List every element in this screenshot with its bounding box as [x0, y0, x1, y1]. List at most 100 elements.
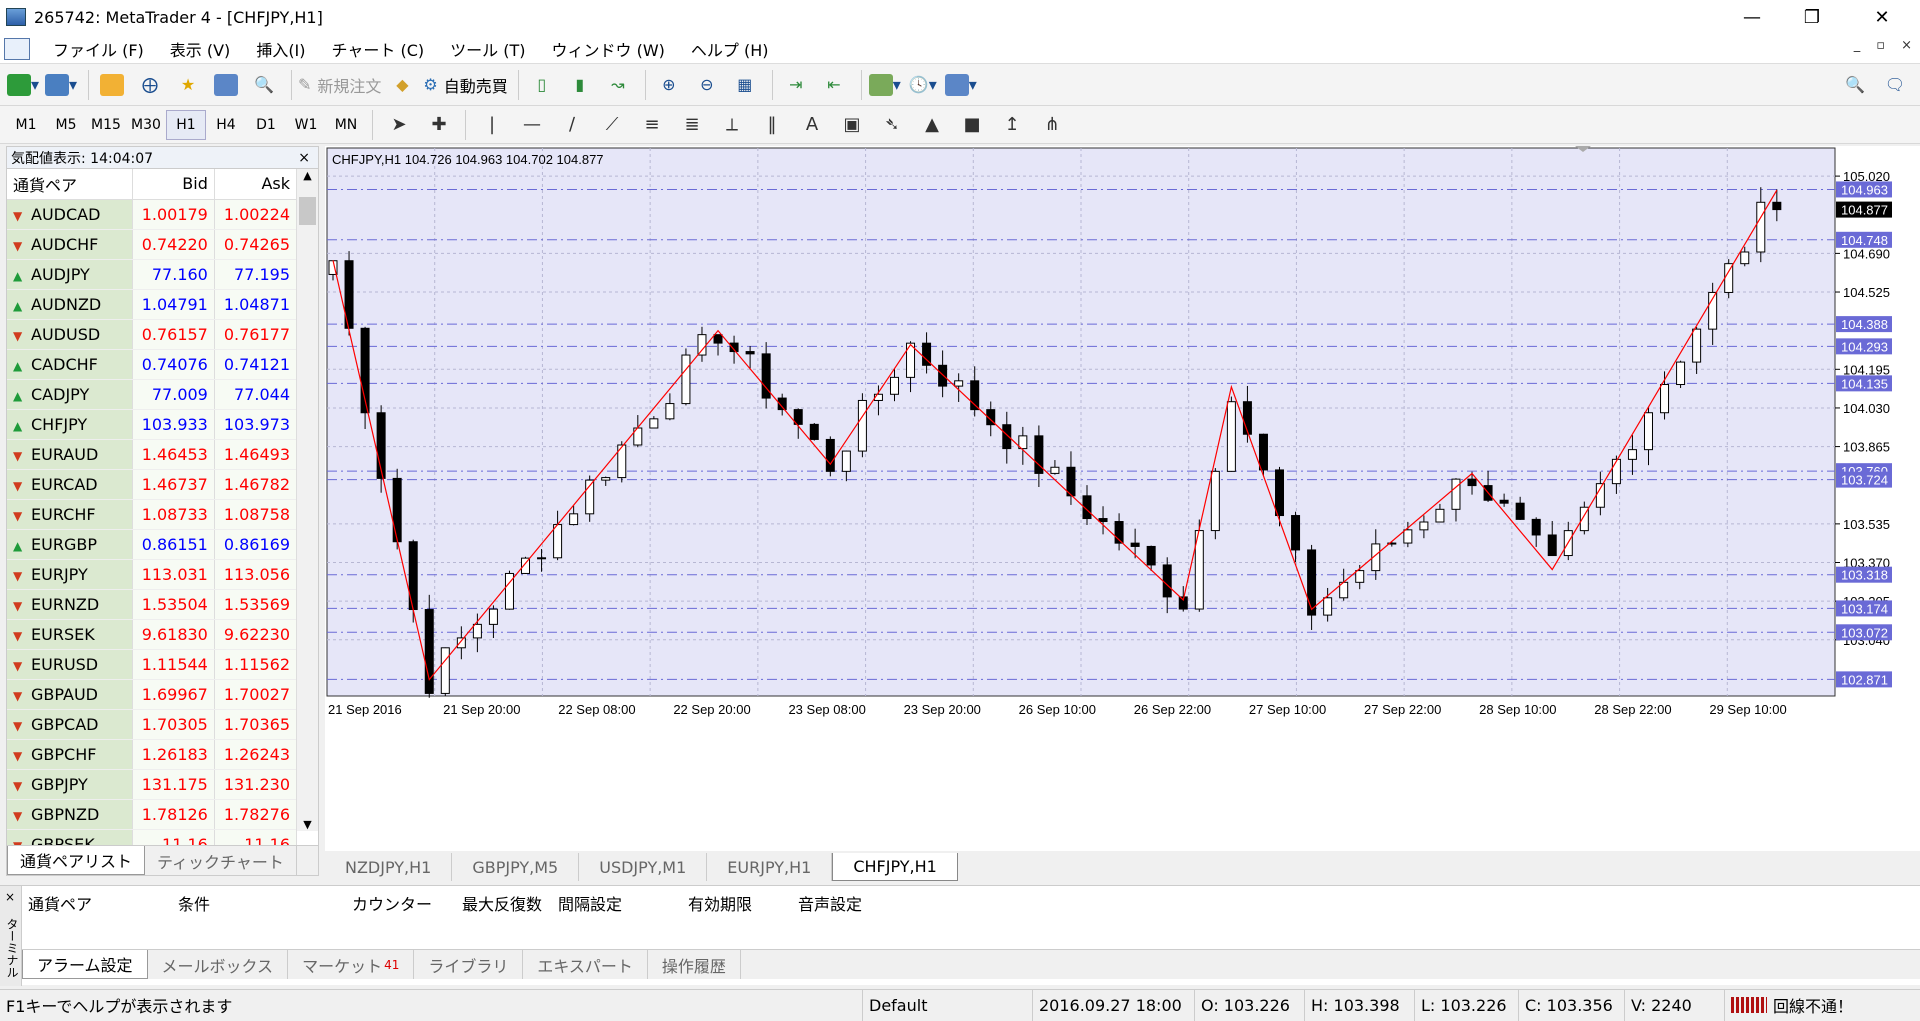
navigator-button[interactable]: ⨁ [133, 69, 167, 101]
menu-file[interactable]: ファイル (F) [53, 40, 144, 60]
alerts-col-2[interactable]: カウンター [351, 895, 432, 914]
quote-row[interactable]: ▼ EURJPY 113.031 113.056 [7, 559, 298, 590]
chart-shift-button[interactable]: ⇤ [817, 69, 851, 101]
indicators-button[interactable]: ▾ [868, 69, 902, 101]
quote-row[interactable]: ▲ EURGBP 0.86151 0.86169 [7, 529, 298, 560]
quote-row[interactable]: ▼ EURUSD 1.11544 1.11562 [7, 649, 298, 680]
quote-row[interactable]: ▲ CHFJPY 103.933 103.973 [7, 409, 298, 440]
menu-insert[interactable]: 挿入(I) [256, 40, 306, 60]
timeframe-h1-button[interactable]: H1 [166, 109, 206, 140]
timeframe-w1-button[interactable]: W1 [294, 116, 318, 133]
col-ask[interactable]: Ask [214, 169, 298, 200]
data-window-button[interactable] [209, 69, 243, 101]
quote-row[interactable]: ▼ GBPCAD 1.70305 1.70365 [7, 709, 298, 740]
profiles-button[interactable]: ▾ [44, 69, 78, 101]
horizontal-line-tool[interactable]: — [512, 110, 552, 140]
restore-button[interactable]: ❐ [1803, 6, 1821, 28]
alerts-col-4[interactable]: 間隔設定 [558, 895, 623, 914]
tab-tick-chart[interactable]: ティックチャート [145, 846, 297, 875]
metaeditor-button[interactable]: ◆ [385, 69, 419, 101]
col-symbol[interactable]: 通貨ペア [7, 169, 133, 200]
quote-row[interactable]: ▼ GBPCHF 1.26183 1.26243 [7, 739, 298, 770]
timeframe-m5-button[interactable]: M5 [55, 116, 77, 133]
scroll-thumb[interactable] [299, 197, 316, 225]
tab-library[interactable]: ライブラリ [414, 950, 524, 979]
text-label-tool[interactable]: ▣ [832, 110, 872, 140]
chart-tab-nzdjpy-h1[interactable]: NZDJPY,H1 [325, 853, 453, 881]
trendline-tool[interactable]: ∕ [552, 110, 592, 140]
periods-button[interactable]: 🕓 ▾ [908, 75, 937, 94]
timeframe-h4-button[interactable]: H4 [216, 116, 236, 133]
quote-row[interactable]: ▼ EURSEK 9.61830 9.62230 [7, 619, 298, 650]
andrews-pitchfork-tool[interactable]: ⋔ [1032, 110, 1072, 140]
chart-tab-chfjpy-h1[interactable]: CHFJPY,H1 [832, 853, 958, 881]
market-watch-scrollbar[interactable]: ▲ ▼ [296, 169, 318, 831]
alerts-col-5[interactable]: 有効期限 [688, 895, 753, 914]
auto-trading-button[interactable]: ⚙ 自動売買 [423, 69, 507, 101]
tab-market[interactable]: マーケット 41 [288, 950, 415, 979]
quote-row[interactable]: ▼ GBPNZD 1.78126 1.78276 [7, 799, 298, 830]
tab-experts[interactable]: エキスパート [523, 950, 648, 979]
crosshair-tool[interactable]: ✚ [419, 110, 459, 140]
quote-row[interactable]: ▲ AUDNZD 1.04791 1.04871 [7, 289, 298, 320]
tab-mailbox[interactable]: メールボックス [148, 950, 289, 979]
cursor-tool[interactable]: ➤ [379, 110, 419, 140]
quote-row[interactable]: ▼ EURNZD 1.53504 1.53569 [7, 589, 298, 620]
chart-tab-gbpjpy-m5[interactable]: GBPJPY,M5 [452, 853, 580, 881]
fibonacci-retracement-tool[interactable]: ≣ [672, 110, 712, 140]
quote-row[interactable]: ▲ CADJPY 77.009 77.044 [7, 379, 298, 410]
new-chart-button[interactable]: ▾ [6, 69, 40, 101]
tab-journal[interactable]: 操作履歴 [648, 950, 741, 979]
chart-canvas[interactable]: 105.020 104.690 104.525 104.195 104.030 103.8… [325, 146, 1920, 851]
quote-row[interactable]: ▼ AUDCAD 1.00179 1.00224 [7, 199, 298, 230]
arrows-tool[interactable]: ➴ [872, 110, 912, 140]
alerts-col-1[interactable]: 条件 [178, 895, 211, 914]
text-tool[interactable]: A [792, 110, 832, 140]
alerts-col-6[interactable]: 音声設定 [798, 895, 863, 914]
mdi-restore-button[interactable]: ▫ [1876, 38, 1886, 53]
templates-button[interactable]: ▾ [944, 69, 978, 101]
quote-row[interactable]: ▼ EURCAD 1.46737 1.46782 [7, 469, 298, 500]
bar-chart-button[interactable]: ▯ [525, 69, 559, 101]
fibonacci-timezones-tool[interactable]: ‖ [752, 110, 792, 140]
equidistant-channel-tool[interactable]: ⟋ [592, 110, 632, 140]
line-chart-button[interactable]: ↝ [601, 69, 635, 101]
close-button[interactable]: ✕ [1874, 6, 1890, 28]
quote-row[interactable]: ▼ AUDCHF 0.74220 0.74265 [7, 229, 298, 260]
autoscroll-button[interactable]: ⇥ [779, 69, 813, 101]
zoom-in-button[interactable]: ⊕ [652, 69, 686, 101]
mdi-minimize-button[interactable]: _ [1853, 38, 1861, 53]
favorites-button[interactable]: ★ [171, 69, 205, 101]
chart-window-icon[interactable] [4, 37, 30, 60]
market-watch-close-button[interactable]: × [298, 149, 310, 166]
quote-row[interactable]: ▼ EURAUD 1.46453 1.46493 [7, 439, 298, 470]
timeframe-m30-button[interactable]: M30 [131, 116, 161, 133]
timeframe-m1-button[interactable]: M1 [15, 116, 37, 133]
chat-button[interactable]: 🗨 [1878, 69, 1912, 101]
quote-row[interactable]: ▲ CADCHF 0.74076 0.74121 [7, 349, 298, 380]
market-watch-button[interactable] [95, 69, 129, 101]
new-order-button[interactable]: ✎ 新規注文 [298, 69, 381, 101]
chart-tab-usdjpy-m1[interactable]: USDJPY,M1 [579, 853, 708, 881]
menu-help[interactable]: ヘルプ (H) [690, 40, 769, 60]
timeframe-d1-button[interactable]: D1 [256, 116, 276, 133]
chart-tab-eurjpy-h1[interactable]: EURJPY,H1 [707, 853, 833, 881]
menu-view[interactable]: 表示 (V) [169, 40, 231, 60]
tile-windows-button[interactable]: ▦ [728, 69, 762, 101]
alerts-col-3[interactable]: 最大反復数 [461, 895, 542, 914]
quote-row[interactable]: ▲ AUDJPY 77.160 77.195 [7, 259, 298, 290]
menu-window[interactable]: ウィンドウ (W) [551, 40, 665, 60]
mdi-close-button[interactable]: × [1901, 38, 1912, 53]
scroll-up-icon[interactable]: ▲ [303, 169, 312, 182]
rectangle-tool[interactable]: ■ [952, 110, 992, 140]
candlestick-chart-button[interactable]: ▮ [563, 69, 597, 101]
gann-line-tool[interactable]: ↥ [992, 110, 1032, 140]
price-chart[interactable]: 105.020 104.690 104.525 104.195 104.030 103.8… [325, 146, 1920, 851]
alerts-col-0[interactable]: 通貨ペア [28, 895, 93, 914]
scroll-down-icon[interactable]: ▼ [303, 818, 312, 831]
quote-row[interactable]: ▼ EURCHF 1.08733 1.08758 [7, 499, 298, 530]
tab-alerts[interactable]: アラーム設定 [22, 950, 148, 979]
minimize-button[interactable]: — [1743, 6, 1761, 28]
menu-tools[interactable]: ツール (T) [450, 40, 526, 60]
